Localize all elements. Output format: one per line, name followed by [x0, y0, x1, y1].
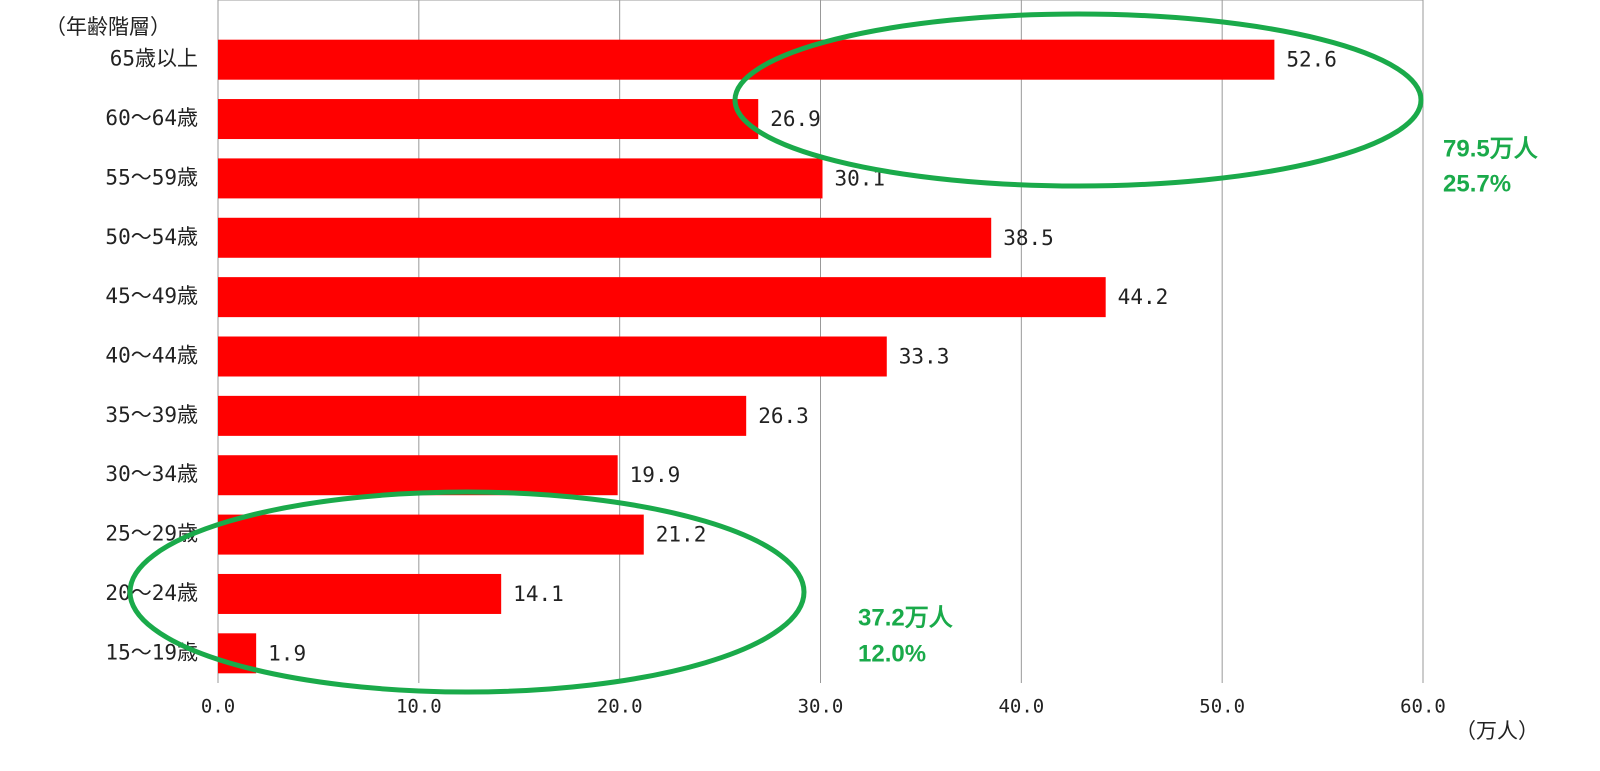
value-label: 33.3: [899, 345, 950, 369]
value-label: 1.9: [268, 641, 306, 665]
y-tick-label: 40～44歳: [105, 344, 198, 368]
x-tick-label: 0.0: [201, 696, 235, 718]
annotation: 12.0%: [858, 640, 926, 667]
x-tick-label: 60.0: [1400, 696, 1446, 718]
annotation: 79.5万人: [1443, 135, 1538, 162]
value-label: 26.3: [758, 404, 809, 428]
y-tick-label: 50～54歳: [105, 225, 198, 249]
y-tick-label: 25～29歳: [105, 522, 198, 546]
value-label: 44.2: [1118, 285, 1169, 309]
y-tick-label: 65歳以上: [110, 47, 198, 71]
value-label: 26.9: [770, 107, 821, 131]
y-tick-label: 35～39歳: [105, 403, 198, 427]
x-tick-label: 10.0: [396, 696, 442, 718]
y-axis-label: （年齢階層）: [45, 15, 171, 39]
value-label: 38.5: [1003, 226, 1054, 250]
x-axis-label: （万人）: [1455, 719, 1539, 743]
bar: [218, 277, 1106, 318]
y-tick-label: 55～59歳: [105, 165, 198, 189]
bar: [218, 455, 618, 496]
x-tick-label: 40.0: [998, 696, 1044, 718]
value-label: 52.6: [1286, 48, 1337, 72]
x-tick-label: 50.0: [1199, 696, 1245, 718]
bar: [218, 39, 1275, 80]
annotation: 25.7%: [1443, 170, 1511, 197]
x-tick-label: 30.0: [798, 696, 844, 718]
bar: [218, 514, 644, 555]
y-tick-label: 20～24歳: [105, 581, 198, 605]
highlight-ellipse: [127, 489, 807, 695]
bar: [218, 99, 759, 140]
bar: [218, 217, 992, 258]
value-label: 14.1: [513, 582, 564, 606]
annotation: 37.2万人: [858, 604, 953, 631]
bar: [218, 158, 823, 199]
highlight-ellipse: [732, 11, 1424, 189]
y-tick-label: 60～64歳: [105, 106, 198, 130]
y-tick-label: 30～34歳: [105, 462, 198, 486]
bar: [218, 573, 502, 614]
x-tick-label: 20.0: [597, 696, 643, 718]
value-label: 19.9: [630, 463, 681, 487]
y-tick-label: 45～49歳: [105, 284, 198, 308]
bar: [218, 395, 747, 436]
bar: [218, 336, 887, 377]
value-label: 21.2: [656, 523, 707, 547]
